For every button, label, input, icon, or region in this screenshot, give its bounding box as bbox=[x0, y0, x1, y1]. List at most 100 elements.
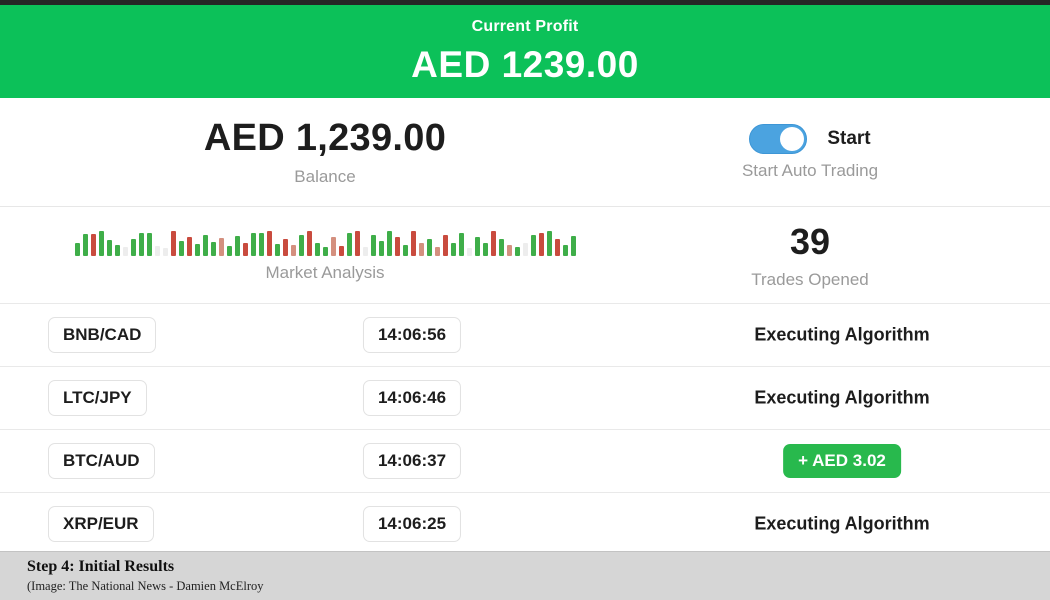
market-bar bbox=[418, 242, 424, 256]
market-bar bbox=[226, 245, 232, 256]
market-bar bbox=[250, 232, 256, 256]
trade-row: XRP/EUR 14:06:25 Executing Algorithm bbox=[0, 492, 1050, 555]
market-bar bbox=[146, 232, 152, 256]
market-bar bbox=[290, 244, 296, 256]
trades-opened-label: Trades Opened bbox=[751, 269, 869, 289]
trade-status: Executing Algorithm bbox=[754, 513, 930, 534]
market-bar bbox=[186, 236, 192, 256]
toggle-row: Start bbox=[749, 123, 871, 154]
market-bar bbox=[298, 234, 304, 256]
time-badge: 14:06:56 bbox=[362, 317, 462, 353]
market-bar bbox=[114, 244, 120, 256]
toggle-knob-icon bbox=[780, 126, 805, 151]
caption-title: Step 4: Initial Results bbox=[27, 558, 175, 575]
trades-opened-value: 39 bbox=[789, 220, 831, 262]
market-bar bbox=[178, 240, 184, 256]
market-bar bbox=[338, 245, 344, 256]
market-analysis-bars bbox=[74, 228, 576, 256]
market-bar bbox=[514, 246, 520, 256]
trades-opened-block: 39 Trades Opened bbox=[650, 207, 970, 303]
market-bar bbox=[466, 247, 472, 256]
market-bar bbox=[402, 244, 408, 256]
market-analysis-section: Market Analysis 39 Trades Opened bbox=[0, 207, 1050, 303]
market-bar bbox=[218, 237, 224, 256]
market-bar bbox=[482, 242, 488, 256]
market-bar bbox=[370, 234, 376, 256]
market-bar bbox=[474, 236, 480, 256]
market-bar bbox=[314, 242, 320, 256]
market-bar bbox=[74, 242, 80, 256]
market-analysis-block: Market Analysis bbox=[0, 207, 650, 303]
market-bar bbox=[522, 242, 528, 256]
market-bar bbox=[506, 244, 512, 256]
toggle-label: Start bbox=[827, 127, 871, 149]
market-bar bbox=[562, 244, 568, 256]
balance-value: AED 1,239.00 bbox=[203, 117, 447, 159]
market-bar bbox=[90, 233, 96, 256]
market-bar bbox=[570, 235, 576, 256]
time-badge: 14:06:25 bbox=[362, 506, 462, 542]
market-bar bbox=[106, 239, 112, 256]
balance-label: Balance bbox=[294, 167, 356, 186]
market-bar bbox=[202, 234, 208, 256]
trades-list: BNB/CAD 14:06:56 Executing Algorithm LTC… bbox=[0, 303, 1050, 555]
time-badge: 14:06:37 bbox=[362, 443, 462, 479]
market-bar bbox=[386, 230, 392, 256]
current-profit-label: Current Profit bbox=[471, 17, 579, 35]
balance-block: AED 1,239.00 Balance bbox=[0, 98, 650, 206]
market-bar bbox=[426, 238, 432, 256]
market-bar bbox=[538, 232, 544, 256]
market-bar bbox=[346, 232, 352, 256]
market-bar bbox=[498, 238, 504, 256]
trade-row: BNB/CAD 14:06:56 Executing Algorithm bbox=[0, 303, 1050, 366]
trade-status: + AED 3.02 bbox=[783, 444, 901, 478]
market-bar bbox=[282, 238, 288, 256]
market-bar bbox=[138, 232, 144, 256]
market-bar bbox=[258, 232, 264, 256]
market-bar bbox=[130, 238, 136, 256]
auto-trading-caption: Start Auto Trading bbox=[741, 160, 879, 180]
balance-section: AED 1,239.00 Balance Start Start Auto Tr… bbox=[0, 98, 1050, 207]
current-profit-value: AED 1239.00 bbox=[411, 43, 639, 85]
market-bar bbox=[450, 242, 456, 256]
market-bar bbox=[98, 230, 104, 256]
trade-status: Executing Algorithm bbox=[754, 324, 930, 345]
window-top-strip bbox=[0, 0, 1050, 5]
current-profit-header: Current Profit AED 1239.00 bbox=[0, 5, 1050, 98]
pair-badge: BNB/CAD bbox=[48, 317, 157, 353]
market-bar bbox=[530, 234, 536, 256]
market-bar bbox=[154, 245, 160, 256]
market-bar bbox=[434, 246, 440, 256]
pair-badge: BTC/AUD bbox=[48, 443, 155, 479]
market-bar bbox=[410, 230, 416, 256]
market-bar bbox=[362, 246, 368, 256]
market-bar bbox=[194, 243, 200, 256]
pair-badge: LTC/JPY bbox=[48, 380, 147, 416]
market-bar bbox=[546, 230, 552, 256]
trade-status: Executing Algorithm bbox=[754, 387, 930, 408]
caption-credit: (Image: The National News - Damien McElr… bbox=[27, 579, 264, 593]
market-bar bbox=[354, 230, 360, 256]
market-analysis-label: Market Analysis bbox=[265, 262, 385, 282]
market-bar bbox=[378, 240, 384, 256]
market-bar bbox=[242, 242, 248, 256]
market-bar bbox=[458, 232, 464, 256]
market-bar bbox=[234, 235, 240, 256]
market-bar bbox=[554, 238, 560, 256]
market-bar bbox=[322, 246, 328, 256]
news-caption-band: Step 4: Initial Results (Image: The Nati… bbox=[0, 551, 1050, 600]
market-bar bbox=[394, 236, 400, 256]
trade-row: LTC/JPY 14:06:46 Executing Algorithm bbox=[0, 366, 1050, 429]
market-bar bbox=[442, 234, 448, 256]
trade-row: BTC/AUD 14:06:37 + AED 3.02 bbox=[0, 429, 1050, 492]
market-bar bbox=[306, 230, 312, 256]
market-bar bbox=[82, 233, 88, 256]
auto-trading-toggle[interactable] bbox=[749, 123, 808, 154]
market-bar bbox=[274, 243, 280, 256]
market-bar bbox=[162, 247, 168, 256]
market-bar bbox=[330, 236, 336, 256]
market-bar bbox=[122, 246, 128, 256]
market-bar bbox=[210, 241, 216, 256]
time-badge: 14:06:46 bbox=[362, 380, 462, 416]
